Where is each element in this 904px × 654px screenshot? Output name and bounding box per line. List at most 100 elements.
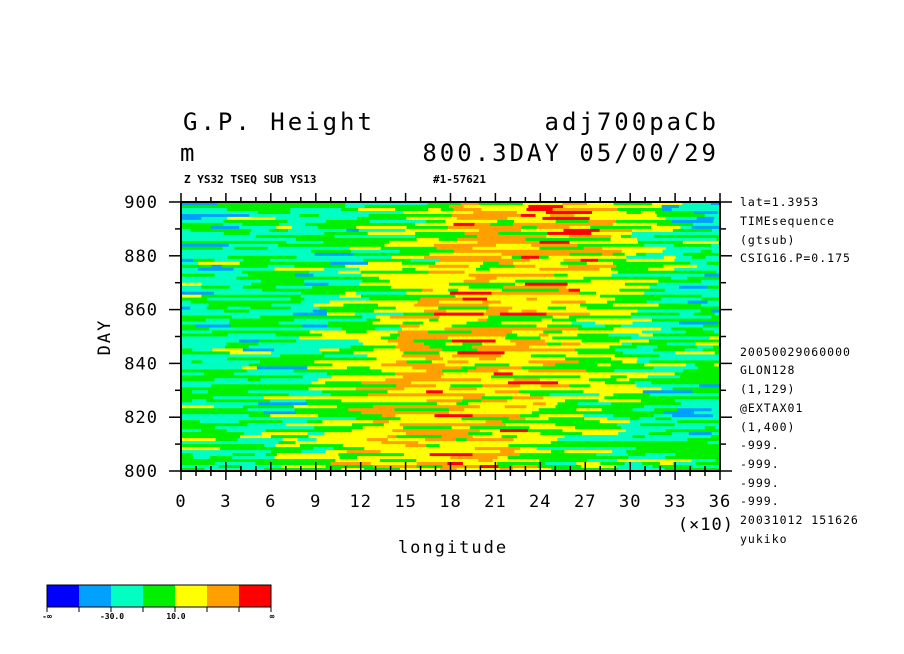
heatmap-cell xyxy=(512,222,564,227)
heatmap-cell xyxy=(411,381,433,385)
heatmap-cell xyxy=(193,339,240,343)
heatmap-cell xyxy=(288,360,315,364)
heatmap-cell xyxy=(321,276,335,281)
heatmap-cell xyxy=(415,267,452,272)
heatmap-cell xyxy=(269,208,291,212)
heatmap-cell xyxy=(229,351,272,355)
heatmap-cell xyxy=(264,411,297,415)
heatmap-cell xyxy=(221,264,269,269)
heatmap-cell xyxy=(307,240,324,245)
heatmap-cell xyxy=(640,399,676,403)
heatmap-cell xyxy=(236,276,252,281)
heatmap-cell xyxy=(181,363,223,367)
heatmap-cell xyxy=(422,333,436,337)
x-tick-label: 21 xyxy=(484,492,506,512)
heatmap-cell xyxy=(711,435,721,439)
heatmap-cell xyxy=(542,279,592,284)
heatmap-cell xyxy=(607,300,648,304)
heatmap-cell xyxy=(278,441,296,445)
heatmap-cell xyxy=(505,375,547,379)
heatmap-cell xyxy=(538,333,549,337)
heatmap-cell xyxy=(256,234,297,239)
heatmap-cell xyxy=(646,300,688,304)
heatmap-cell xyxy=(395,393,437,397)
heatmap-cell xyxy=(607,417,631,421)
heatmap-cell xyxy=(312,285,360,290)
heatmap-cell xyxy=(330,291,346,296)
heatmap-cell xyxy=(399,333,424,337)
heatmap-cell xyxy=(271,303,314,307)
heatmap-cell xyxy=(226,429,267,433)
heatmap-cell xyxy=(557,456,596,460)
heatmap-cell xyxy=(614,354,647,358)
heatmap-cell xyxy=(230,405,244,409)
heatmap-cell xyxy=(448,288,459,293)
heatmap-cell xyxy=(662,336,710,340)
heatmap-cell xyxy=(248,273,296,278)
heatmap-cell xyxy=(709,378,721,382)
heatmap-cell xyxy=(515,342,548,346)
heatmap-cell xyxy=(683,291,721,296)
heatmap-cell xyxy=(644,243,675,248)
heatmap-cell xyxy=(671,237,718,242)
heatmap-cell xyxy=(324,339,359,343)
heatmap-cell xyxy=(314,258,364,263)
heatmap-cell xyxy=(662,249,673,254)
heatmap-cell xyxy=(700,249,712,254)
heatmap-cell xyxy=(500,450,515,454)
heatmap-cell xyxy=(415,222,454,227)
heatmap-cell xyxy=(181,246,224,251)
heatmap-cell xyxy=(451,324,498,328)
heatmap-cell xyxy=(214,378,227,382)
heatmap-cell xyxy=(217,408,249,412)
x-tick-label: 0 xyxy=(175,492,186,512)
heatmap-cell xyxy=(325,411,362,415)
heatmap-cell xyxy=(261,270,310,275)
heatmap-cell xyxy=(248,363,296,367)
side-info-top: lat=1.3953 TIMEsequence (gtsub) CSIG16.P… xyxy=(740,195,850,265)
heatmap-cell xyxy=(341,208,359,212)
heatmap-cell xyxy=(301,450,326,454)
heatmap-cell xyxy=(413,396,464,400)
heatmap-cell xyxy=(481,208,527,212)
heatmap-cell xyxy=(589,312,632,316)
heatmap-cell xyxy=(477,234,508,239)
heatmap-cell xyxy=(695,363,715,367)
heatmap-cell xyxy=(601,435,633,439)
heatmap-cell xyxy=(518,390,540,394)
heatmap-cell xyxy=(342,297,370,301)
heatmap-cell xyxy=(237,357,281,361)
heatmap-cell xyxy=(181,435,194,439)
heatmap-cell xyxy=(390,294,419,299)
heatmap-cell xyxy=(330,261,369,266)
heatmap-cell xyxy=(626,211,642,215)
heatmap-cell xyxy=(485,462,498,466)
heatmap-cell xyxy=(532,402,547,406)
heatmap-cell xyxy=(560,342,581,346)
heatmap-cell xyxy=(462,342,483,346)
heatmap-cell xyxy=(424,309,447,313)
heatmap-cell xyxy=(533,441,552,445)
heatmap-cell xyxy=(243,405,282,409)
heatmap-cell xyxy=(306,205,320,209)
heatmap-cell xyxy=(203,214,250,218)
heatmap-cell xyxy=(416,237,440,242)
heatmap-cell xyxy=(232,450,272,454)
side-info-bottom: 20050029060000 GLON128 (1,129) @EXTAX01 … xyxy=(740,345,858,546)
heatmap-cell xyxy=(249,459,290,463)
heatmap-cell xyxy=(628,453,646,457)
heatmap-cell xyxy=(624,462,643,466)
heatmap-cell xyxy=(360,243,385,248)
heatmap-cell xyxy=(210,211,259,215)
heatmap-cell xyxy=(190,208,228,212)
heatmap-cell xyxy=(294,318,323,322)
heatmap-cell xyxy=(472,243,497,248)
heatmap-cell xyxy=(489,423,507,427)
heatmap-cell xyxy=(311,381,326,385)
heatmap-cell xyxy=(675,453,721,457)
heatmap-cell xyxy=(590,441,607,445)
heatmap-cell xyxy=(518,318,543,322)
heatmap-cell xyxy=(547,231,592,236)
heatmap-cell xyxy=(623,411,664,415)
heatmap-cell xyxy=(291,225,319,230)
